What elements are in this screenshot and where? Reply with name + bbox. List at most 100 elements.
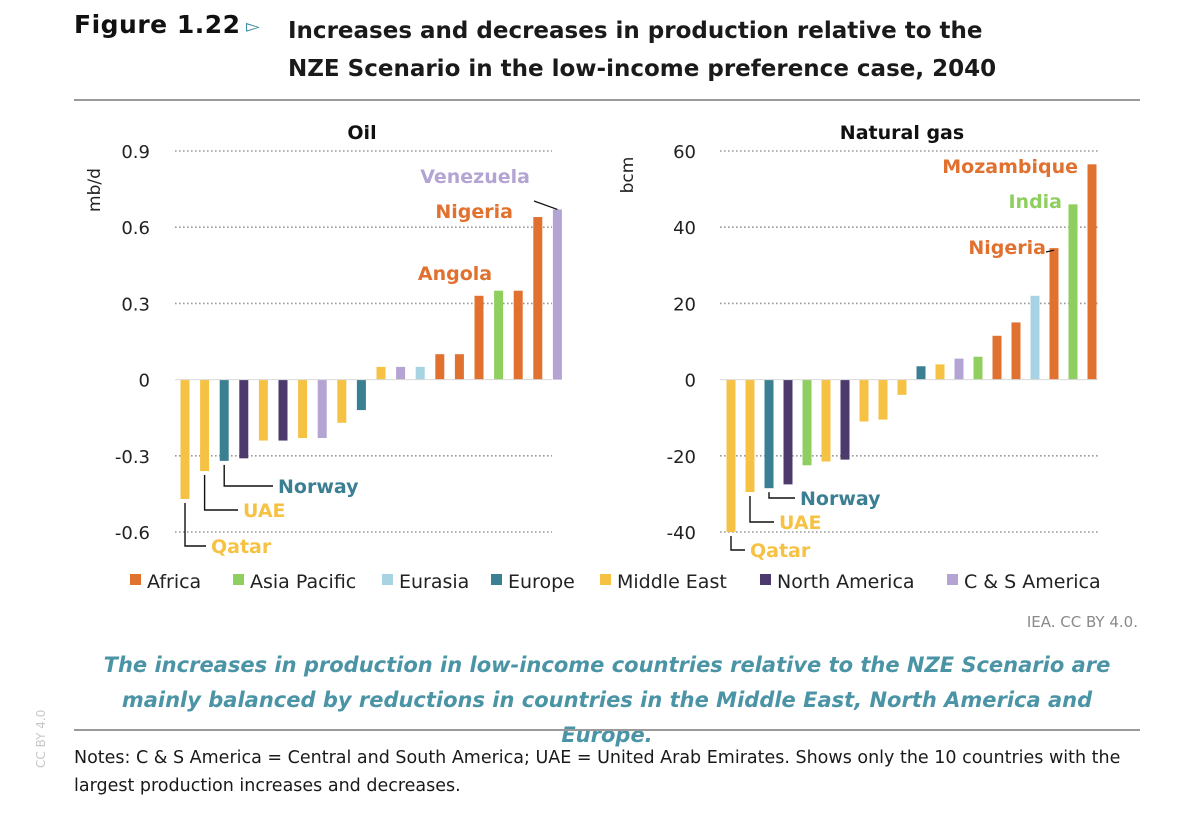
y-tick-label-1-0: 60 bbox=[673, 142, 696, 163]
y-tick-label-0-0: 0.9 bbox=[121, 142, 150, 163]
legend-swatch-4 bbox=[600, 574, 611, 585]
y-tick-label-0-2: 0.3 bbox=[121, 294, 150, 315]
chart-title-1: Natural gas bbox=[840, 122, 964, 144]
chart-title-0: Oil bbox=[347, 122, 376, 144]
bar-1-4 bbox=[802, 379, 812, 466]
bar-1-16 bbox=[1030, 295, 1040, 380]
leader-line-0-5 bbox=[184, 502, 206, 547]
annotation-label-1-1: India bbox=[1008, 191, 1062, 213]
bar-0-8 bbox=[337, 379, 347, 423]
credit-text: IEA. CC BY 4.0. bbox=[1026, 613, 1138, 631]
legend-label-4: Middle East bbox=[617, 571, 727, 593]
bar-1-12 bbox=[954, 358, 964, 380]
bottom-rule bbox=[74, 729, 1140, 731]
bar-0-2 bbox=[219, 379, 229, 461]
bar-1-10 bbox=[916, 366, 926, 380]
y-tick-label-0-5: -0.6 bbox=[115, 523, 150, 544]
bar-1-9 bbox=[897, 379, 907, 395]
caption-text: The increases in production in low-incom… bbox=[103, 653, 1111, 747]
bar-0-3 bbox=[239, 379, 249, 459]
leader-line-1-2 bbox=[1045, 249, 1055, 253]
y-tick-label-1-4: -20 bbox=[667, 447, 696, 468]
annotation-label-0-0: Venezuela bbox=[420, 166, 530, 188]
y-tick-label-1-3: 0 bbox=[685, 371, 696, 392]
annotation-label-1-0: Mozambique bbox=[942, 156, 1078, 178]
annotation-label-0-1: Nigeria bbox=[435, 201, 513, 223]
leader-line-0-4 bbox=[203, 475, 238, 511]
bar-0-4 bbox=[258, 379, 268, 441]
bar-1-5 bbox=[821, 379, 831, 462]
bar-0-15 bbox=[474, 295, 484, 380]
legend-swatch-6 bbox=[947, 574, 958, 585]
bar-1-13 bbox=[973, 356, 983, 380]
bar-1-19 bbox=[1087, 164, 1097, 380]
annotation-label-1-5: Qatar bbox=[750, 540, 811, 562]
bar-0-10 bbox=[376, 366, 386, 380]
bar-0-6 bbox=[298, 379, 308, 439]
bar-1-11 bbox=[935, 364, 945, 380]
bar-0-13 bbox=[435, 354, 445, 380]
triangle-arrow-icon: ▻ bbox=[246, 16, 260, 37]
legend-swatch-1 bbox=[233, 574, 244, 585]
bar-1-18 bbox=[1068, 204, 1078, 380]
figure-title: Increases and decreases in production re… bbox=[288, 12, 1148, 88]
bar-0-9 bbox=[356, 379, 366, 411]
annotation-label-0-3: Norway bbox=[278, 476, 359, 498]
bar-0-1 bbox=[200, 379, 210, 472]
legend-label-0: Africa bbox=[147, 571, 201, 593]
bar-1-7 bbox=[859, 379, 869, 422]
bar-0-19 bbox=[552, 209, 562, 380]
bar-0-5 bbox=[278, 379, 288, 441]
leader-line-1-5 bbox=[730, 536, 745, 551]
legend-label-2: Eurasia bbox=[399, 571, 469, 593]
bar-0-18 bbox=[533, 217, 543, 380]
y-tick-label-1-1: 40 bbox=[673, 218, 696, 239]
bar-1-3 bbox=[783, 379, 793, 485]
bar-0-16 bbox=[494, 290, 504, 380]
legend-label-3: Europe bbox=[508, 571, 575, 593]
legend-swatch-0 bbox=[130, 574, 141, 585]
y-tick-label-1-2: 20 bbox=[673, 294, 696, 315]
bar-1-14 bbox=[992, 335, 1002, 380]
annotation-label-0-2: Angola bbox=[418, 263, 492, 285]
bar-0-7 bbox=[317, 379, 327, 439]
annotation-label-0-4: UAE bbox=[243, 500, 286, 522]
leader-line-0-3 bbox=[223, 464, 273, 487]
charts-area: Oil mb/d 0.9 0.6 0.3 0 -0.3 -0.6 Venezuela Nigeri… bbox=[85, 122, 1101, 593]
leader-line-1-4 bbox=[749, 495, 774, 523]
bar-1-0 bbox=[726, 379, 736, 532]
annotation-label-0-5: Qatar bbox=[211, 536, 272, 558]
y-axis-label-0: mb/d bbox=[85, 168, 105, 212]
legend-swatch-5 bbox=[760, 574, 771, 585]
bar-0-11 bbox=[396, 366, 406, 380]
annotation-label-1-3: Norway bbox=[800, 488, 881, 510]
leader-line-0-0 bbox=[533, 200, 558, 210]
top-rule bbox=[74, 99, 1140, 101]
watermark-text: CC BY 4.0 bbox=[34, 709, 48, 768]
bar-0-14 bbox=[454, 354, 464, 380]
legend-swatch-2 bbox=[382, 574, 393, 585]
annotation-label-1-4: UAE bbox=[779, 512, 822, 534]
notes-text: Notes: C & S America = Central and South… bbox=[74, 748, 1121, 796]
legend-label-1: Asia Pacific bbox=[250, 571, 356, 593]
legend-label-5: North America bbox=[777, 571, 915, 593]
annotation-label-1-2: Nigeria bbox=[968, 237, 1046, 259]
y-tick-label-1-5: -40 bbox=[667, 523, 696, 544]
bar-1-6 bbox=[840, 379, 850, 460]
y-tick-label-0-1: 0.6 bbox=[121, 218, 150, 239]
figure-label: Figure 1.22 bbox=[74, 10, 241, 39]
bar-0-17 bbox=[513, 290, 523, 380]
y-tick-label-0-3: 0 bbox=[139, 371, 150, 392]
figure-title-line1: Increases and decreases in production re… bbox=[288, 18, 983, 44]
bar-0-12 bbox=[415, 366, 425, 380]
legend-label-6: C & S America bbox=[964, 571, 1101, 593]
bar-0-0 bbox=[180, 379, 190, 499]
bar-1-17 bbox=[1049, 248, 1059, 380]
y-tick-label-0-4: -0.3 bbox=[115, 447, 150, 468]
figure-title-line2: NZE Scenario in the low-income preferenc… bbox=[288, 56, 997, 82]
y-axis-label-1: bcm bbox=[618, 157, 638, 194]
bar-1-15 bbox=[1011, 322, 1021, 380]
bar-1-2 bbox=[764, 379, 774, 489]
leader-line-1-3 bbox=[768, 492, 795, 499]
bar-1-8 bbox=[878, 379, 888, 420]
